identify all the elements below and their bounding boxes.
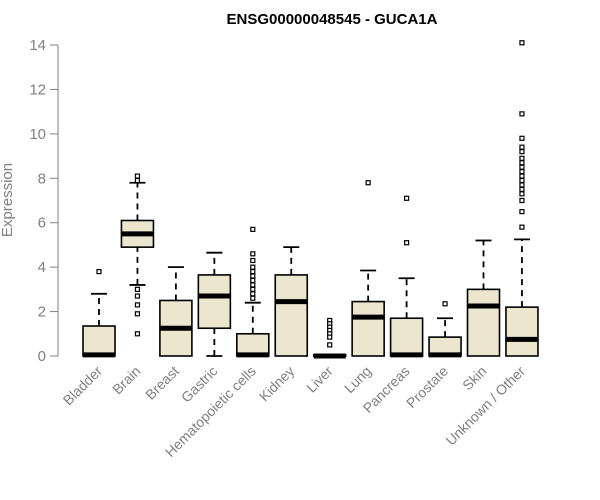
outlier-point — [250, 282, 256, 288]
outlier-point — [250, 273, 256, 279]
outlier-point — [134, 286, 141, 292]
box-series — [82, 40, 539, 359]
y-tick-label: 6 — [38, 215, 46, 232]
x-tick-label: Brain — [109, 363, 143, 397]
box-unknown-other — [505, 40, 539, 357]
box-iqr — [82, 325, 116, 357]
box-iqr — [197, 274, 232, 330]
box-hematopoietic-cells — [236, 226, 270, 358]
outlier-point — [519, 173, 525, 179]
outlier-point — [134, 173, 141, 179]
y-tick-label: 4 — [38, 259, 46, 276]
box-breast — [159, 266, 193, 357]
outlier-point — [250, 268, 256, 275]
outlier-point — [519, 177, 525, 184]
outlier-point — [519, 111, 525, 117]
outlier-point — [519, 149, 525, 155]
outlier-point — [519, 186, 525, 192]
box-bladder — [82, 268, 116, 358]
box-liver — [312, 317, 347, 359]
box-lung — [351, 180, 385, 357]
x-tick-label: Prostate — [403, 363, 451, 411]
outlier-point — [250, 291, 256, 297]
outlier-point — [96, 268, 102, 275]
outlier-point — [519, 209, 525, 215]
outlier-point — [519, 164, 525, 170]
outlier-point — [250, 257, 256, 264]
box-iqr — [389, 317, 424, 357]
outlier-point — [250, 295, 256, 301]
outlier-point — [250, 286, 256, 292]
chart-title: ENSG00000048545 - GUCA1A — [227, 11, 438, 28]
box-prostate — [428, 301, 462, 358]
outlier-point — [519, 197, 525, 204]
y-tick-label: 2 — [38, 304, 46, 321]
outlier-point — [519, 144, 525, 150]
outlier-point — [519, 191, 525, 197]
y-tick-label: 12 — [29, 81, 46, 98]
x-tick-label: Bladder — [60, 363, 106, 409]
x-tick-label: Skin — [459, 363, 490, 394]
box-iqr — [466, 288, 501, 357]
box-iqr — [274, 274, 309, 357]
outlier-point — [134, 293, 141, 299]
outlier-point — [327, 342, 333, 348]
y-tick-label: 14 — [29, 37, 46, 54]
outlier-point — [134, 331, 141, 337]
x-tick-label: Kidney — [256, 363, 298, 405]
box-gastric — [197, 251, 232, 357]
outlier-point — [250, 277, 256, 284]
outlier-point — [250, 226, 256, 232]
box-brain — [120, 173, 155, 337]
outlier-point — [519, 169, 525, 175]
outlier-point — [250, 264, 256, 270]
box-iqr — [351, 300, 385, 357]
outlier-point — [519, 40, 525, 46]
y-tick-label: 0 — [38, 348, 46, 365]
outlier-point — [404, 195, 410, 201]
outlier-point — [134, 311, 141, 317]
box-pancreas — [389, 195, 424, 358]
outlier-point — [250, 251, 256, 257]
outlier-point — [519, 182, 525, 188]
y-axis-label: Expression — [0, 163, 16, 237]
outlier-point — [442, 301, 448, 307]
x-tick-label: Liver — [303, 363, 336, 396]
outlier-point — [134, 302, 141, 308]
outlier-point — [519, 155, 525, 161]
box-iqr — [505, 306, 539, 357]
outlier-point — [519, 135, 525, 141]
outlier-point — [519, 160, 525, 166]
box-skin — [466, 239, 501, 357]
outlier-point — [327, 334, 333, 340]
x-tick-label: Lung — [341, 363, 374, 396]
y-tick-label: 10 — [29, 126, 46, 143]
outlier-point — [519, 224, 525, 230]
box-kidney — [274, 246, 309, 357]
outlier-point — [404, 240, 410, 246]
outlier-point — [134, 177, 141, 184]
outlier-point — [365, 180, 371, 186]
y-axis: 0 2 4 6 8 10 12 14 — [29, 37, 59, 365]
y-tick-label: 8 — [38, 170, 46, 187]
x-tick-label: Breast — [142, 363, 182, 403]
